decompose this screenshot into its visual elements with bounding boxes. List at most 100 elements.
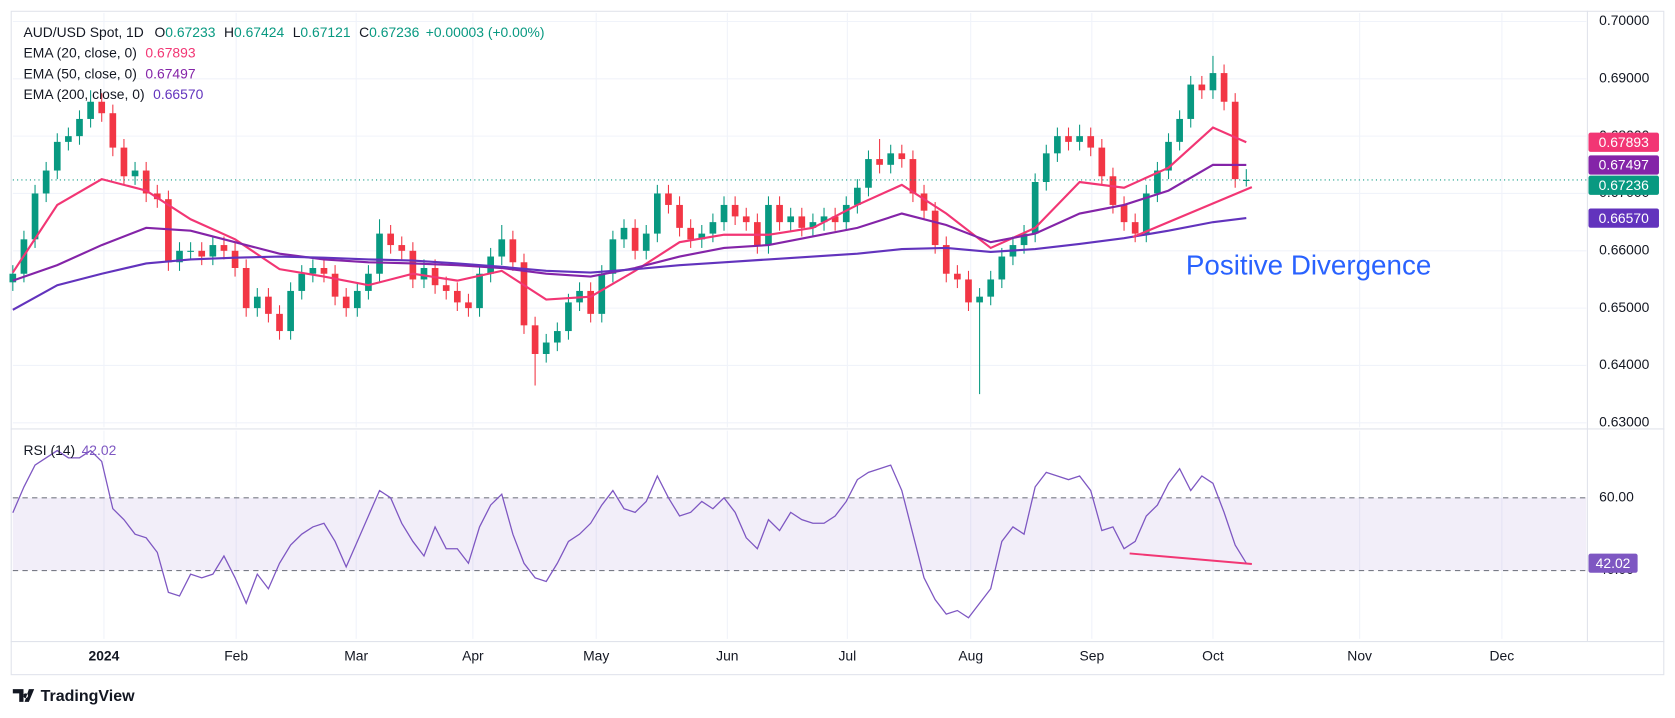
candle-body [65,136,72,142]
candle-body [142,170,150,194]
ema-value: 0.67893 [145,44,195,60]
price-label-box [1588,175,1659,195]
candle-body [1087,136,1095,148]
ema-line [12,163,1247,282]
ema-name: EMA (200, close, 0) [24,86,145,102]
ohlc-value: 0.67236 [369,24,419,40]
candle-body [665,193,672,205]
candle-body [531,325,539,354]
candle-body [854,187,861,205]
legend-rsi: RSI (14) 42.02 [24,442,117,458]
candle-body [1142,193,1150,234]
candle-body [765,204,772,246]
candle-body [320,267,328,274]
candle-body [654,193,661,234]
price-label: 0.66570 [1599,210,1649,226]
candle-body [631,227,639,251]
ema-name: EMA (50, close, 0) [24,65,137,81]
candle-body [1198,84,1206,91]
rsi-value: 42.02 [82,442,117,458]
candle-body [353,290,361,309]
candle-body [565,302,572,332]
rsi-pane [12,449,1587,619]
candle-body [809,222,817,228]
candle-body [542,342,550,354]
candle-body [109,113,117,148]
candle-body [887,153,895,165]
candle-body [931,210,939,246]
candle-body [120,147,128,177]
candle-body [42,170,50,194]
candle-body [731,204,739,217]
candle-body [165,199,172,263]
candle-body [1065,136,1072,142]
ohlc-key: C [359,24,369,40]
candle-body [831,216,839,223]
candle-body [965,279,972,303]
price-label: 0.67497 [1599,157,1649,173]
rsi-name: RSI (14) [24,442,76,458]
overlays [11,126,1587,311]
candle-body [1020,233,1028,246]
candle-body [387,233,394,246]
legend-header: AUD/USD Spot, 1D O0.67233 H0.67424 L0.67121… [24,24,545,40]
candle-body [1054,136,1061,154]
ema-value: 0.66570 [153,86,203,102]
candle-body [1220,73,1228,102]
candle-body [1154,170,1161,194]
candle-body [442,285,450,291]
x-tick-label: Nov [1347,648,1372,664]
candle-body [76,118,83,137]
candle-body [31,193,39,240]
candle-body [709,222,717,234]
x-tick-label: Jun [716,648,738,664]
candle-body [609,239,617,274]
candle-body [453,290,461,303]
candle-body [153,193,161,200]
candle-body [876,159,883,165]
candle-body [954,273,961,280]
candle-body [1120,204,1128,223]
candle-body [53,141,61,171]
symbol: AUD/USD Spot, 1D [24,24,144,40]
candle-body [842,204,850,223]
candle-body [331,273,339,297]
candle-body [998,256,1006,280]
candle-body [820,216,828,223]
candle-body [253,296,261,309]
change: +0.00003 (+0.00%) [426,24,545,40]
candle-body [220,245,228,251]
candle-body [1098,147,1106,177]
ohlc-value: 0.67424 [234,24,284,40]
ohlc-value: 0.67121 [300,24,350,40]
candle-body [698,233,706,240]
x-tick-label: Feb [224,648,248,664]
ema-name: EMA (20, close, 0) [24,44,137,60]
candle-body [1076,136,1083,142]
candle-body [987,279,995,297]
candle-body [1031,182,1039,234]
candle-body [1131,222,1139,234]
candle-body [642,233,650,251]
y-tick-label: 0.65000 [1599,299,1649,315]
candle-body [1165,141,1172,171]
x-tick-label: 2024 [89,648,120,664]
candle-body [420,267,428,280]
candle-body [209,245,217,257]
candle-body [265,296,272,314]
ohlc-key: H [224,24,234,40]
candle-body [509,239,517,263]
y-tick-label: 0.69000 [1599,69,1649,85]
candle-body [276,313,283,332]
candle-body [131,170,139,177]
candle-body [176,250,183,263]
candle-body [742,216,750,223]
ema-line [12,217,1247,311]
candle-body [587,290,594,314]
candle-body [1209,73,1217,91]
candle-body [87,101,94,119]
rsi-label: 42.02 [1596,555,1631,571]
price-label-box [1588,155,1659,175]
